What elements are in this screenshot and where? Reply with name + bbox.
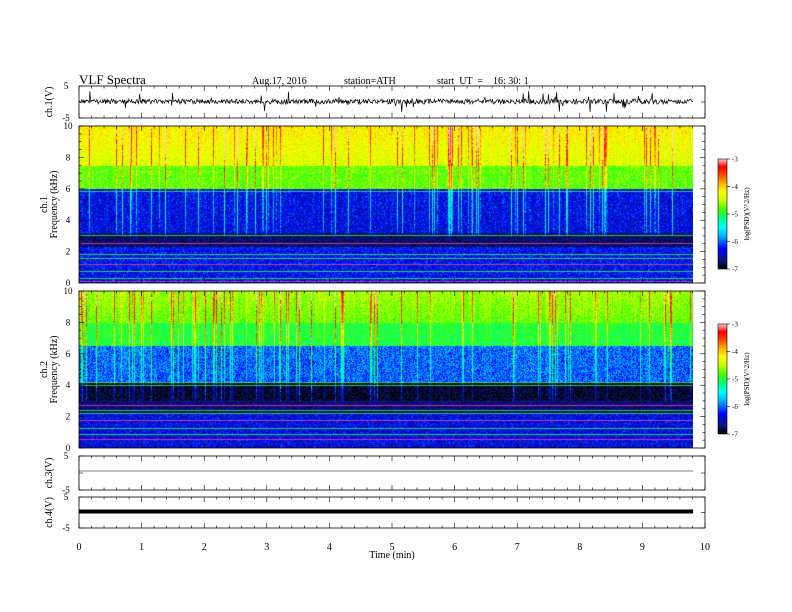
ch4-tick-label: 5 [64,492,69,502]
ch2-spec-tick-label: 0 [66,443,71,453]
x-axis-label: Time (min) [369,550,414,561]
x-tick-label: 10 [700,542,710,553]
x-tick-label: 8 [577,542,582,553]
date-label: Aug.17, 2016 [252,76,307,87]
ch1-spec-channel-label: ch.1 [39,196,50,213]
x-tick-label: 5 [390,542,395,553]
ch2-spec-colorbar-tick-label: -4 [732,348,738,356]
x-tick-label: 4 [327,542,332,553]
ch1-spec-colorbar-tick-label: -3 [732,156,738,164]
ch2-spec-tick-label: 6 [66,349,71,359]
x-tick-label: 6 [452,542,457,553]
ch1-spec-colorbar-label: log(PSD)(V^2/Hz) [743,187,751,241]
ch1-spec-axis-label: Frequency (kHz) [49,170,60,238]
ch1-spec-colorbar [717,158,728,270]
ch2-spec-axis-label: Frequency (kHz) [49,335,60,403]
ch2-spec-colorbar-tick-label: -5 [732,376,738,384]
start-time-label: start UT = 16: 30: 1 [437,76,529,87]
x-tick-label: 9 [640,542,645,553]
x-tick-label: 1 [139,542,144,553]
station-label: station=ATH [344,76,396,87]
ch2-spec-tick-label: 10 [64,286,74,296]
x-tick-label: 0 [77,542,82,553]
ch1-spec-colorbar-tick-label: -4 [732,183,738,191]
ch2-spec-tick-label: 2 [66,412,71,422]
ch1-waveform-line [78,90,694,113]
ch1-spectrogram-image [79,126,693,283]
ch1-spec-tick-label: 10 [64,121,74,131]
ch2-spec-colorbar [717,323,728,435]
ch1-tick-label: -5 [62,113,70,123]
ch1-spec-colorbar-tick-label: -5 [732,211,738,219]
ch1-spec-colorbar-tick-label: -6 [732,238,738,246]
ch2-spec-channel-label: ch.2 [39,361,50,378]
ch1-spec-tick-label: 8 [66,152,71,162]
x-tick-label: 2 [202,542,207,553]
chart-title: VLF Spectra [79,72,146,87]
ch2-spec-tick-label: 4 [66,380,71,390]
ch1-axis-label: ch.1(V) [44,87,55,118]
ch1-spec-tick-label: 2 [66,247,71,257]
ch3-tick-label: -5 [62,485,70,495]
ch2-spec-colorbar-tick-label: -7 [732,431,738,439]
ch1-spec-tick-label: 4 [66,215,71,225]
ch3-tick-label: 5 [64,451,69,461]
ch1-spec-tick-label: 0 [66,278,71,288]
ch1-tick-label: 5 [64,81,69,91]
ch2-spec-colorbar-tick-label: -3 [732,321,738,329]
ch4-axis-label: ch.4(V) [44,497,55,528]
x-tick-label: 3 [264,542,269,553]
ch2-spectrogram-image [79,291,693,448]
ch2-spec-colorbar-tick-label: -6 [732,403,738,411]
ch2-spec-colorbar-label: log(PSD)(V^2/Hz) [743,352,751,406]
x-tick-label: 7 [515,542,520,553]
ch3-frame [78,455,706,491]
ch1-spec-colorbar-tick-label: -7 [732,266,738,274]
ch4-tick-label: -5 [62,523,70,533]
ch3-axis-label: ch.3(V) [44,458,55,489]
ch1-spec-tick-label: 6 [66,184,71,194]
ch2-spec-tick-label: 8 [66,317,71,327]
